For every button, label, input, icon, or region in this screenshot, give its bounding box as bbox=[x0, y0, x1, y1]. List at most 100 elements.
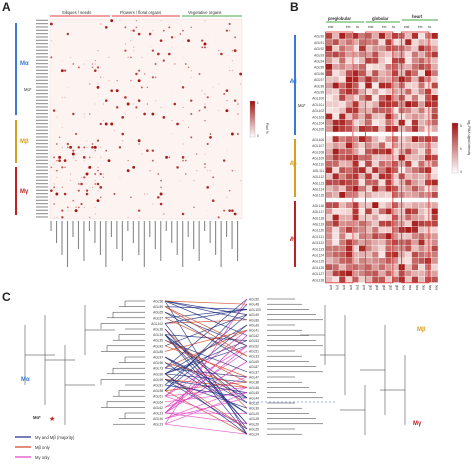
heatmap-cell-b bbox=[425, 208, 432, 215]
panel-label-a: A bbox=[2, 0, 11, 14]
heatmap-cell-b bbox=[431, 202, 438, 208]
row-label bbox=[36, 103, 48, 105]
heatmap-cell bbox=[102, 140, 105, 142]
gene-label: AGL119 bbox=[313, 223, 325, 227]
heatmap-cell-b bbox=[345, 264, 352, 270]
heatmap-cell bbox=[63, 159, 67, 163]
heatmap-cell-b bbox=[372, 101, 379, 107]
heatmap-cell bbox=[61, 163, 63, 165]
heatmap-cell bbox=[49, 22, 53, 26]
heatmap-cell bbox=[137, 32, 141, 36]
heatmap-cell-b bbox=[352, 251, 359, 258]
heatmap-cell-b bbox=[425, 39, 432, 45]
heatmap-cell-b bbox=[326, 239, 333, 246]
heatmap-cell bbox=[228, 29, 231, 32]
heatmap-cell-b bbox=[425, 214, 432, 221]
gene-label: AGL102 bbox=[312, 109, 324, 113]
heatmap-cell bbox=[159, 192, 163, 196]
row-label bbox=[36, 106, 48, 108]
heatmap-cell-b bbox=[392, 45, 399, 52]
heatmap-cell-b bbox=[345, 107, 352, 114]
heatmap-cell bbox=[108, 56, 110, 58]
heatmap-cell-b bbox=[378, 107, 385, 114]
heatmap-cell-b bbox=[339, 258, 346, 264]
group-label-m-beta: Mβ bbox=[20, 139, 29, 145]
heatmap-cell-b bbox=[332, 82, 339, 89]
heatmap-cell bbox=[74, 209, 78, 213]
heatmap-cell-b bbox=[365, 258, 372, 264]
heatmap-cell-b bbox=[339, 126, 346, 132]
heatmap-cell-b bbox=[365, 264, 372, 270]
row-label bbox=[36, 109, 48, 111]
column-label bbox=[193, 221, 195, 249]
heatmap-cell bbox=[157, 203, 159, 205]
column-label bbox=[204, 221, 206, 231]
heatmap-cell-b bbox=[378, 70, 385, 76]
heatmap-cell-b bbox=[411, 88, 418, 95]
heatmap-cell bbox=[132, 29, 135, 32]
heatmap-cell-b bbox=[326, 192, 333, 198]
heatmap-cell bbox=[67, 153, 69, 155]
row-label bbox=[36, 149, 48, 151]
right-gene-label: AGL28 bbox=[249, 417, 259, 421]
gene-label: AGL121 bbox=[312, 235, 324, 239]
heatmap-cell bbox=[100, 146, 102, 148]
heatmap-cell-b bbox=[326, 167, 333, 173]
heatmap-cell-b bbox=[425, 192, 432, 198]
heatmap-cell bbox=[190, 136, 193, 139]
legend-title-a: Pixel % bbox=[265, 123, 269, 134]
heatmap-cell-b bbox=[352, 45, 359, 52]
heatmap-cell-b bbox=[431, 95, 438, 101]
heatmap-cell-b bbox=[345, 245, 352, 252]
heatmap-cell bbox=[127, 216, 129, 218]
heatmap-cell-b bbox=[385, 276, 392, 283]
connection-line bbox=[164, 306, 248, 357]
right-gene-label: AGL87 bbox=[249, 365, 259, 369]
row-label bbox=[36, 216, 48, 218]
heatmap-cell-b bbox=[425, 161, 432, 167]
heatmap-cell bbox=[174, 36, 176, 38]
heatmap-cell-b bbox=[385, 154, 392, 161]
column-label bbox=[187, 221, 189, 237]
heatmap-cell-b bbox=[425, 167, 432, 173]
heatmap-cell bbox=[126, 169, 130, 173]
heatmap-cell-b bbox=[418, 70, 425, 76]
heatmap-cell-b bbox=[418, 33, 425, 39]
heatmap-cell-b bbox=[339, 39, 346, 45]
heatmap-cell bbox=[231, 70, 233, 72]
right-gene-label: AGL43 bbox=[249, 324, 259, 328]
heatmap-cell-b bbox=[339, 251, 346, 258]
heatmap-cell-b bbox=[345, 45, 352, 52]
heatmap-cell bbox=[133, 103, 135, 105]
row-label bbox=[36, 133, 48, 135]
heatmap-cell bbox=[91, 146, 94, 149]
heatmap-cell bbox=[69, 173, 72, 175]
heatmap-cell bbox=[143, 73, 146, 75]
heatmap-cell-b bbox=[392, 270, 399, 277]
heatmap-cell bbox=[58, 159, 61, 162]
column-label-b: heart_seed_coat bbox=[428, 285, 432, 290]
heatmap-cell-b bbox=[345, 39, 352, 45]
heatmap-cell-b bbox=[431, 192, 438, 198]
heatmap-cell-b bbox=[385, 239, 392, 246]
heatmap-cell-b bbox=[332, 119, 339, 126]
legend-tick-6: 6 bbox=[460, 147, 462, 151]
heatmap-cell bbox=[229, 70, 231, 72]
row-label bbox=[36, 23, 48, 25]
heatmap-cell bbox=[91, 63, 94, 65]
panel-label-b: B bbox=[290, 0, 299, 14]
heatmap-cell-b bbox=[411, 258, 418, 264]
heatmap-cell-b bbox=[405, 264, 412, 270]
row-label bbox=[36, 26, 48, 28]
connection-line bbox=[164, 387, 248, 397]
heatmap-cell bbox=[225, 29, 229, 32]
heatmap-cell-b bbox=[352, 82, 359, 89]
sub-label: em bbox=[346, 25, 351, 29]
heatmap-cell bbox=[133, 50, 135, 52]
heatmap-cell-b bbox=[385, 245, 392, 252]
gene-label: AGL104 bbox=[312, 122, 324, 126]
heatmap-cell-b bbox=[431, 33, 438, 39]
heatmap-cell-b bbox=[365, 161, 372, 167]
heatmap-cell-b bbox=[372, 95, 379, 101]
heatmap-cell bbox=[53, 156, 56, 159]
